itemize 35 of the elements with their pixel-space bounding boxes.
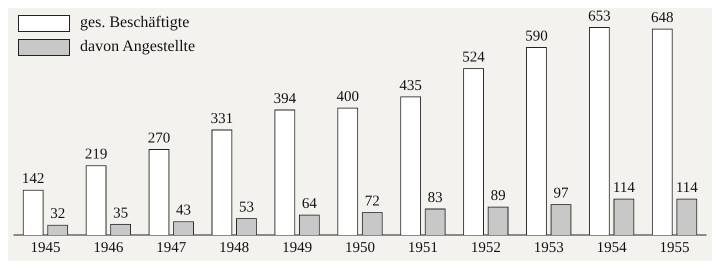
data-label: 72 (364, 194, 380, 210)
data-label: 89 (490, 188, 506, 204)
x-tick-label: 1945 (30, 240, 60, 256)
x-tick-label: 1948 (219, 240, 250, 256)
x-tick-label: 1955 (660, 240, 690, 256)
data-label: 394 (274, 90, 297, 107)
data-label: 435 (399, 78, 422, 94)
data-label: 83 (428, 190, 443, 206)
data-label: 35 (113, 205, 128, 222)
x-tick-label: 1951 (408, 240, 438, 256)
data-label: 400 (336, 89, 359, 106)
x-tick-label: 1946 (93, 240, 124, 256)
data-label: 114 (676, 180, 698, 196)
x-tick-label: 1950 (345, 240, 375, 256)
data-label: 32 (50, 206, 66, 222)
x-tick-label: 1949 (282, 240, 312, 256)
data-label: 590 (525, 28, 548, 44)
data-label: 270 (148, 130, 170, 146)
data-label: 331 (210, 110, 234, 127)
data-label: 53 (238, 200, 254, 216)
data-label: 64 (302, 196, 318, 212)
legend-label: ges. Beschäftigte (80, 14, 190, 32)
data-label: 653 (588, 8, 611, 24)
data-label: 142 (22, 171, 44, 188)
data-label: 219 (84, 146, 108, 163)
x-tick-label: 1953 (534, 240, 564, 256)
data-label: 648 (651, 10, 674, 26)
x-tick-label: 1952 (470, 240, 501, 256)
data-label: 97 (553, 186, 569, 202)
legend-label: davon Angestellte (80, 38, 196, 56)
x-tick-label: 1947 (156, 240, 187, 256)
data-label: 114 (612, 180, 636, 196)
data-label: 43 (176, 202, 192, 219)
x-tick-label: 1954 (596, 240, 628, 256)
data-label: 524 (462, 50, 486, 66)
